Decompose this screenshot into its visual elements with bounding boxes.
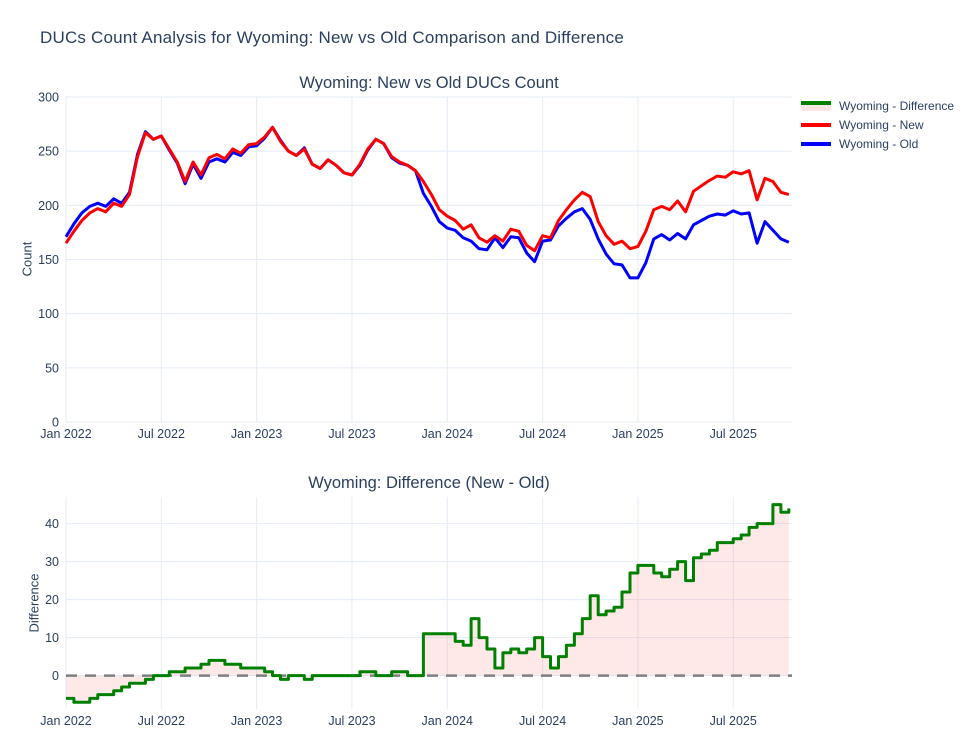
- y-tick-label: 150: [38, 253, 59, 267]
- y-tick-label: 50: [45, 361, 59, 375]
- new-line-swatch-icon: [801, 118, 831, 132]
- bottom-chart-title: Wyoming: Difference (New - Old): [308, 474, 550, 492]
- y-tick-label: 300: [38, 91, 59, 105]
- x-tick-label: Jul 2023: [328, 714, 375, 728]
- legend-label-new: Wyoming - New: [839, 118, 924, 132]
- old-line-swatch-icon: [801, 137, 831, 151]
- x-tick-label: Jul 2022: [138, 714, 185, 728]
- x-tick-label: Jan 2025: [612, 427, 663, 441]
- y-tick-label: 250: [38, 145, 59, 159]
- figure-title: DUCs Count Analysis for Wyoming: New vs …: [40, 28, 624, 47]
- y-tick-label: 0: [52, 669, 59, 683]
- x-tick-label: Jan 2022: [40, 714, 91, 728]
- x-tick-label: Jan 2024: [422, 714, 473, 728]
- difference-fill-area: [66, 504, 789, 703]
- legend-label-difference: Wyoming - Difference: [839, 99, 955, 113]
- y-tick-label: 30: [45, 555, 59, 569]
- legend: Wyoming - Difference Wyoming - New Wyomi…: [801, 99, 954, 151]
- x-tick-label: Jul 2025: [710, 714, 757, 728]
- x-tick-label: Jan 2024: [422, 427, 473, 441]
- x-tick-label: Jan 2022: [40, 427, 91, 441]
- x-tick-label: Jul 2022: [138, 427, 185, 441]
- x-tick-label: Jan 2023: [231, 714, 282, 728]
- y-tick-label: 40: [45, 517, 59, 531]
- x-tick-label: Jul 2024: [519, 714, 566, 728]
- top-chart-title: Wyoming: New vs Old DUCs Count: [299, 74, 559, 92]
- difference-line-swatch-icon: [801, 99, 831, 113]
- y-tick-label: 200: [38, 199, 59, 213]
- series-line-wyoming-new: [64, 125, 790, 253]
- x-tick-label: Jul 2023: [328, 427, 375, 441]
- legend-item-new[interactable]: Wyoming - New: [801, 118, 954, 132]
- legend-label-old: Wyoming - Old: [839, 137, 919, 151]
- y-tick-label: 100: [38, 307, 59, 321]
- legend-item-difference[interactable]: Wyoming - Difference: [801, 99, 954, 113]
- x-tick-label: Jul 2024: [519, 427, 566, 441]
- x-tick-label: Jan 2025: [612, 714, 663, 728]
- x-tick-label: Jul 2025: [710, 427, 757, 441]
- y-tick-label: 0: [52, 416, 59, 430]
- legend-item-old[interactable]: Wyoming - Old: [801, 137, 954, 151]
- y-tick-label: 10: [45, 631, 59, 645]
- series-line-wyoming-difference: [66, 503, 791, 704]
- x-tick-label: Jan 2023: [231, 427, 282, 441]
- y-tick-label: 20: [45, 593, 59, 607]
